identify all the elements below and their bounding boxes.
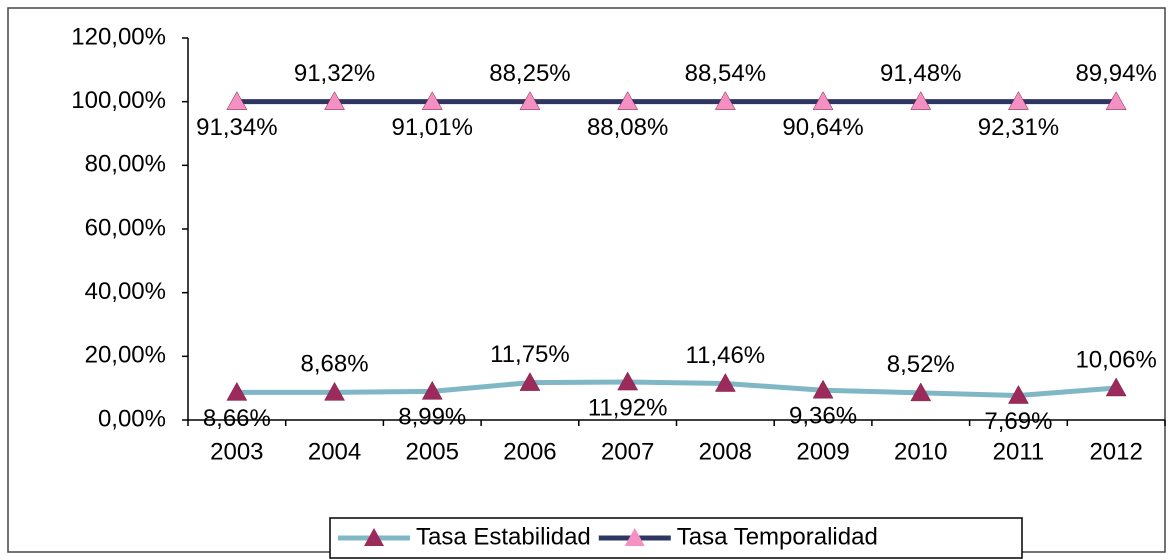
- data-label: 88,54%: [685, 60, 766, 87]
- marker: [1008, 91, 1029, 110]
- data-label: 8,99%: [398, 404, 466, 431]
- x-tick-label: 2012: [1089, 438, 1142, 465]
- marker: [910, 91, 932, 110]
- marker: [812, 379, 834, 399]
- y-tick-label: 80,00%: [85, 151, 166, 178]
- marker: [226, 91, 248, 110]
- y-tick-label: 20,00%: [85, 342, 166, 369]
- legend-marker: [364, 528, 384, 546]
- marker: [1105, 377, 1127, 397]
- marker: [910, 382, 932, 402]
- marker: [519, 91, 541, 110]
- marker: [324, 381, 345, 401]
- y-tick-label: 100,00%: [71, 87, 166, 114]
- marker: [1008, 385, 1029, 404]
- marker: [617, 91, 639, 110]
- x-tick-label: 2005: [406, 438, 459, 465]
- x-tick-label: 2011: [993, 438, 1045, 465]
- marker: [421, 380, 443, 400]
- data-label: 8,66%: [203, 405, 271, 432]
- data-label: 92,31%: [978, 114, 1059, 141]
- data-label: 91,32%: [294, 60, 375, 87]
- data-label: 11,46%: [686, 342, 766, 369]
- marker: [226, 381, 248, 401]
- data-label: 88,25%: [489, 60, 570, 87]
- data-label: 9,36%: [789, 403, 857, 430]
- data-label: 91,34%: [196, 114, 277, 141]
- data-label: 91,48%: [880, 60, 961, 87]
- data-label: 90,64%: [782, 114, 863, 141]
- legend-box: [329, 517, 1023, 559]
- series-line: [236, 379, 1117, 399]
- x-tick-label: 2003: [210, 438, 263, 465]
- marker: [617, 371, 639, 391]
- y-tick-label: 0,00%: [98, 405, 166, 432]
- data-label: 11,92%: [588, 394, 668, 421]
- x-tick-label: 2009: [796, 438, 849, 465]
- data-label: 88,08%: [587, 114, 668, 141]
- x-tick-label: 2007: [601, 438, 654, 465]
- data-label: 8,52%: [887, 351, 955, 378]
- data-label: 11,75%: [490, 341, 570, 368]
- data-label: 91,01%: [392, 114, 473, 141]
- marker: [812, 91, 834, 110]
- legend-label: Tasa Estabilidad: [416, 523, 591, 550]
- y-tick-label: 60,00%: [85, 214, 166, 241]
- x-tick-label: 2010: [894, 438, 947, 465]
- y-tick-label: 120,00%: [71, 23, 166, 50]
- marker: [1105, 91, 1127, 110]
- marker: [714, 373, 736, 392]
- data-label: 7,69%: [984, 408, 1052, 435]
- x-tick-label: 2006: [503, 438, 556, 465]
- data-label: 89,94%: [1075, 60, 1156, 87]
- data-label: 8,68%: [301, 351, 369, 378]
- legend-marker: [624, 528, 645, 546]
- chart-border: [7, 7, 1166, 553]
- marker: [519, 372, 541, 391]
- marker: [714, 91, 736, 110]
- data-label: 10,06%: [1075, 346, 1156, 373]
- x-tick-label: 2008: [699, 438, 752, 465]
- legend-label: Tasa Temporalidad: [677, 523, 878, 550]
- marker: [324, 91, 345, 110]
- y-tick-label: 40,00%: [85, 278, 166, 305]
- marker: [421, 91, 443, 110]
- x-tick-label: 2004: [308, 438, 361, 465]
